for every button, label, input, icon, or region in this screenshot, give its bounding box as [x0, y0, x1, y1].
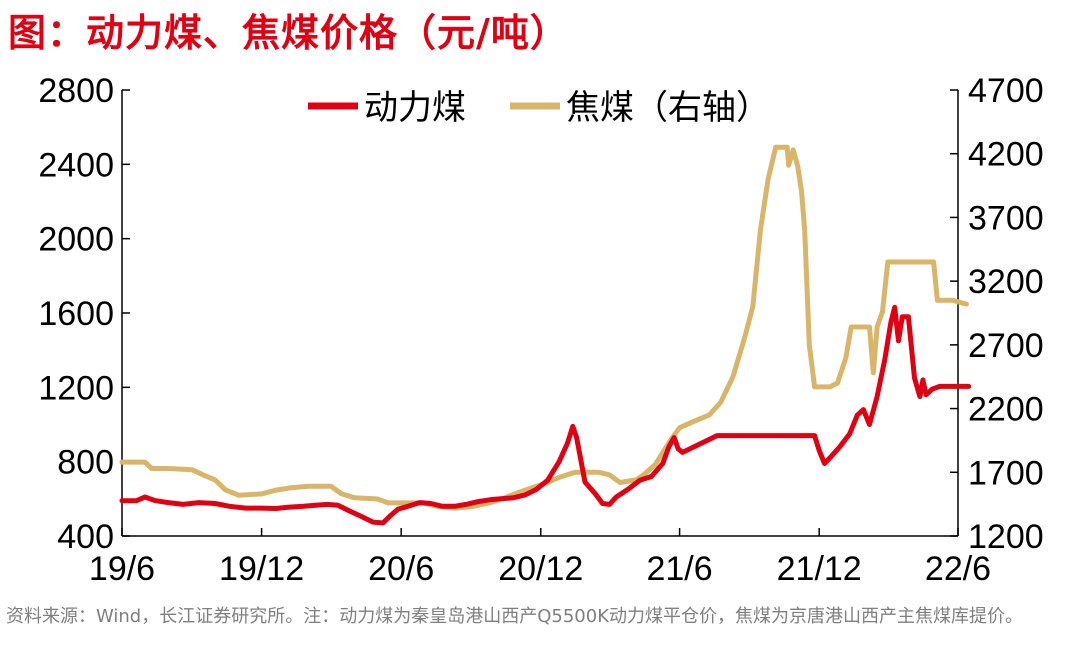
y-left-tick-label: 400 — [57, 518, 114, 556]
x-tick-label: 21/6 — [646, 550, 712, 588]
x-tick-label: 22/6 — [925, 550, 991, 588]
source-footnote: 资料来源：Wind，长江证券研究所。注：动力煤为秦皇岛港山西产Q5500K动力煤… — [6, 606, 1024, 627]
y-left-tick-label: 2000 — [38, 221, 114, 259]
y-left-tick-label: 1600 — [38, 295, 114, 333]
x-tick-label: 20/6 — [368, 550, 434, 588]
y-left-tick-label: 1200 — [38, 369, 114, 407]
chart-legend: 动力煤 焦煤（右轴） — [308, 88, 770, 128]
y-right-tick-label: 3200 — [968, 263, 1044, 301]
series-line-coking-coal — [119, 144, 969, 511]
y-right-tick-label: 2700 — [968, 327, 1044, 365]
series-line-thermal-coal — [119, 304, 972, 526]
chart-series — [119, 144, 972, 526]
y-right-tick-label: 1700 — [968, 454, 1044, 492]
y-right-tick-label: 3700 — [968, 199, 1044, 237]
legend-label-thermal: 动力煤 — [364, 88, 466, 128]
line-chart: 400 800 1200 1600 2000 2400 2800 1200 1700 2200 27… — [38, 72, 1043, 588]
x-tick-label: 19/12 — [219, 550, 304, 588]
chart-axes: 400 800 1200 1600 2000 2400 2800 1200 1700 2200 27… — [38, 72, 1043, 588]
y-right-tick-label: 4200 — [968, 136, 1044, 174]
legend-label-coking: 焦煤（右轴） — [566, 88, 770, 128]
chart-title: 图：动力煤、焦煤价格（元/吨） — [8, 11, 569, 55]
y-right-tick-label: 2200 — [968, 391, 1044, 429]
y-left-tick-label: 800 — [57, 444, 114, 482]
y-right-tick-label: 4700 — [968, 72, 1044, 110]
y-left-tick-label: 2800 — [38, 72, 114, 110]
y-left-tick-label: 2400 — [38, 146, 114, 184]
y-right-tick-label: 1200 — [968, 518, 1044, 556]
x-tick-label: 19/6 — [89, 550, 155, 588]
x-tick-label: 21/12 — [777, 550, 862, 588]
x-tick-label: 20/12 — [498, 550, 583, 588]
